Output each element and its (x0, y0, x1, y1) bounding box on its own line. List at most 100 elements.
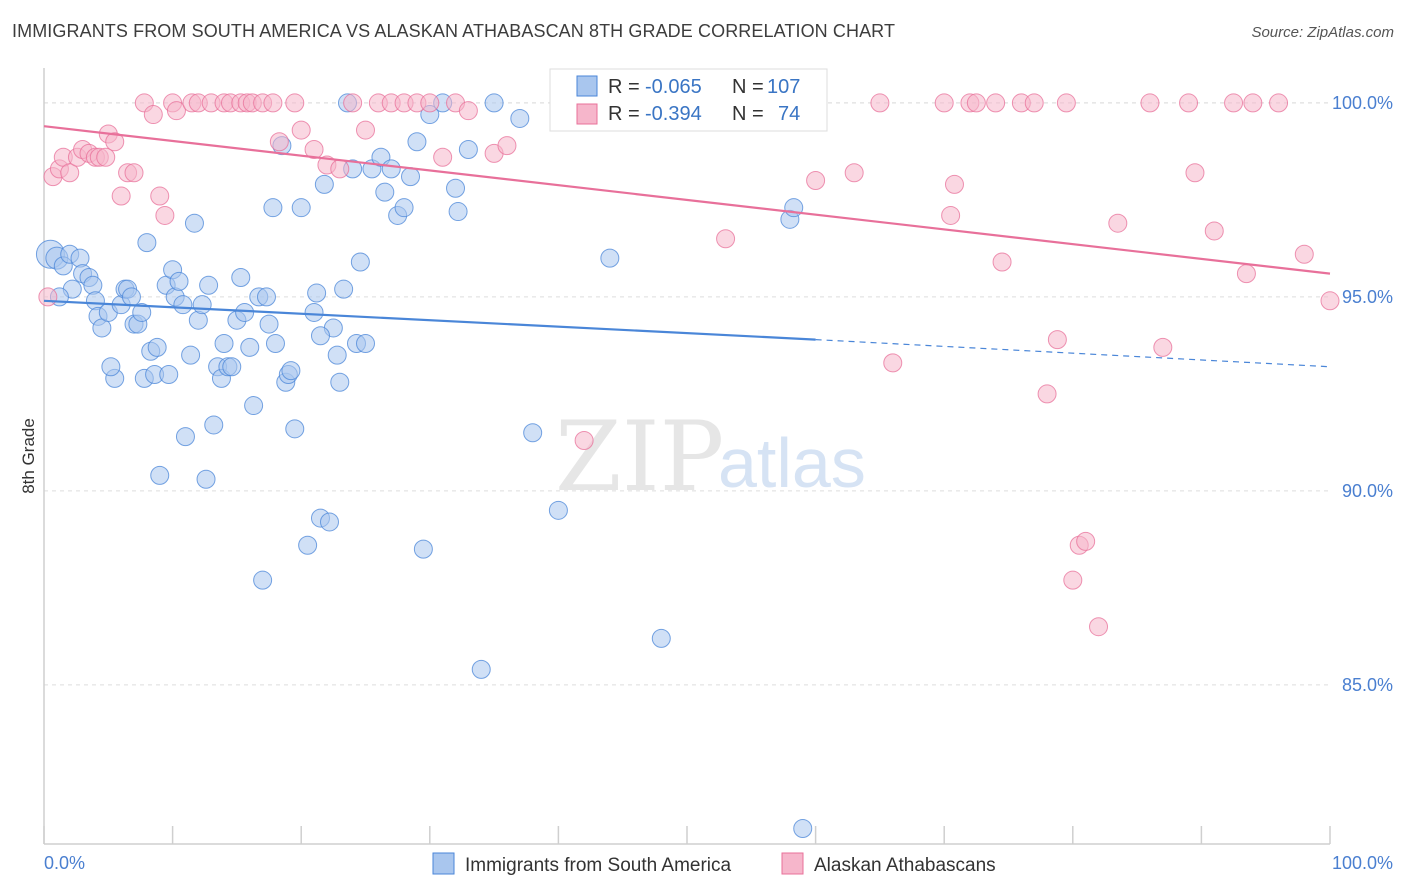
athabascans-point (1047, 330, 1067, 350)
athabascans-point (883, 353, 903, 373)
watermark-atlas: atlas (718, 424, 866, 502)
athabascans-point (1179, 93, 1199, 113)
immigrants-point (401, 167, 421, 187)
athabascans-point (150, 186, 170, 206)
immigrants-point (192, 295, 212, 315)
immigrants-trend-extension (815, 339, 1331, 368)
athabascans-point (992, 252, 1012, 272)
y-tick-label: 100.0% (1332, 93, 1393, 113)
athabascans-point (1294, 244, 1314, 264)
athabascans-point (356, 120, 375, 140)
stats-legend-swatch-blue (576, 75, 598, 97)
axes (43, 68, 1331, 845)
stats-legend-r-label: R = (608, 103, 640, 125)
immigrants-point (121, 287, 141, 307)
athabascans-point (1140, 93, 1160, 113)
stats-legend-n-label: N = (732, 76, 764, 98)
y-tick-label: 95.0% (1342, 287, 1393, 307)
athabascans-point (1243, 93, 1263, 113)
immigrants-trend-line (43, 299, 816, 341)
athabascans-point (497, 136, 517, 156)
immigrants-point (222, 357, 242, 377)
athabascans-point (934, 93, 954, 113)
athabascans-point (263, 93, 283, 113)
y-tick-label: 85.0% (1342, 675, 1393, 695)
athabascans-point (1063, 570, 1083, 590)
athabascans-point (304, 139, 324, 159)
immigrants-point (263, 198, 283, 218)
watermark: ZIP atlas (555, 401, 866, 513)
immigrants-point (70, 248, 90, 268)
y-tick-label: 90.0% (1342, 481, 1393, 501)
chart-title: IMMIGRANTS FROM SOUTH AMERICA VS ALASKAN… (12, 21, 896, 41)
immigrants-point (137, 233, 157, 253)
athabascans-point (1153, 337, 1173, 357)
immigrants-point (253, 570, 273, 590)
immigrants-point (298, 535, 318, 555)
athabascans-point (1024, 93, 1044, 113)
stats-legend-n-value: 74 (778, 103, 800, 125)
immigrants-point (147, 337, 167, 357)
immigrants-point (334, 279, 354, 299)
athabascans-point (1224, 93, 1244, 113)
stats-legend-r-value: -0.065 (645, 76, 702, 98)
athabascans-point (1236, 264, 1256, 284)
immigrants-point (600, 248, 620, 268)
immigrants-point (235, 302, 255, 322)
immigrants-point (83, 275, 103, 295)
immigrants-point (394, 198, 414, 218)
immigrants-point (281, 361, 301, 381)
athabascans-point (124, 163, 144, 183)
athabascans-point (966, 93, 986, 113)
y-tick-labels: 85.0% 90.0% 95.0% 100.0% (1332, 93, 1393, 695)
immigrants-point (169, 271, 189, 291)
athabascans-point (870, 93, 890, 113)
athabascans-point (155, 205, 175, 225)
athabascans-point (944, 174, 964, 194)
immigrants-point (199, 275, 219, 295)
athabascans-point (574, 430, 594, 450)
immigrants-point (651, 628, 671, 648)
immigrants-point (173, 295, 193, 315)
immigrants-point (523, 423, 543, 443)
immigrants-point (204, 415, 224, 435)
immigrants-point (256, 287, 276, 307)
immigrants-point (159, 365, 179, 385)
immigrants-point (319, 512, 339, 532)
athabascans-point (111, 186, 131, 206)
athabascans-point (38, 287, 58, 307)
athabascans-point (433, 147, 453, 167)
immigrants-point (231, 268, 251, 288)
legend-label-athabascans: Alaskan Athabascans (814, 855, 996, 876)
stats-legend: R = -0.065 N = 107 R = -0.394 N = 74 (549, 68, 828, 132)
immigrants-point (793, 818, 813, 838)
x-tick-marks (43, 826, 1331, 844)
chart-source: Source: ZipAtlas.com (1251, 24, 1394, 41)
immigrants-point (407, 132, 427, 152)
athabascans-point (105, 132, 125, 152)
athabascans-point (343, 93, 363, 113)
immigrants-point (259, 314, 279, 334)
immigrants-point (184, 213, 204, 233)
athabascans-point (1056, 93, 1076, 113)
immigrants-point (214, 333, 234, 353)
immigrants-point (291, 198, 311, 218)
x-tick-label: 100.0% (1332, 853, 1393, 873)
stats-legend-r-value: -0.394 (645, 103, 702, 125)
immigrants-point (446, 178, 466, 198)
athabascans-point (941, 205, 961, 225)
immigrants-point (375, 182, 395, 202)
stats-legend-n-value: 107 (767, 76, 800, 98)
legend-swatch-athabascans (781, 852, 804, 875)
legend-swatch-immigrants (432, 852, 455, 875)
immigrants-point (265, 333, 285, 353)
athabascans-point (1108, 213, 1128, 233)
immigrants-point (181, 345, 201, 365)
athabascans-point (1320, 291, 1340, 311)
trend-lines (43, 125, 1331, 368)
y-axis-label: 8th Grade (19, 418, 38, 494)
athabascans-point (60, 163, 80, 183)
immigrants-point (307, 283, 327, 303)
stats-legend-r-label: R = (608, 76, 640, 98)
immigrants-point (327, 345, 347, 365)
